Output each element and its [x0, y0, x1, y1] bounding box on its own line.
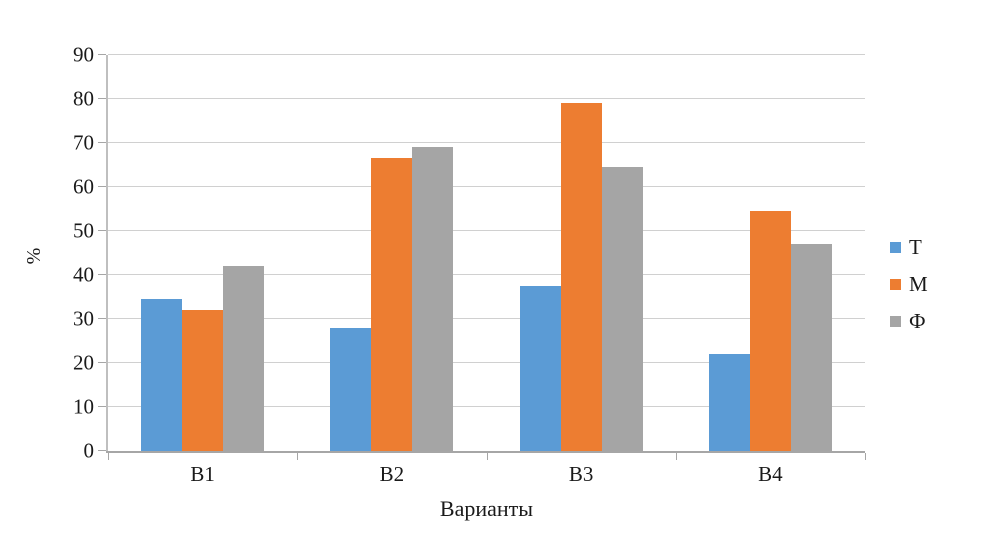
x-tick-label: В4 [758, 462, 783, 486]
gridline [108, 406, 865, 407]
x-tick-mark [486, 453, 488, 460]
y-tick-label: 20 [73, 350, 94, 375]
y-tick-label: 50 [73, 218, 94, 243]
gridline [108, 54, 865, 55]
y-tick-label: 90 [73, 42, 94, 67]
bar [330, 327, 372, 451]
bar [749, 211, 791, 451]
bar [790, 244, 832, 451]
y-tick-mark [98, 98, 106, 99]
y-tick-label: 30 [73, 306, 94, 331]
gridline [108, 274, 865, 275]
x-tick-mark [865, 453, 866, 460]
y-tick-mark [98, 54, 106, 55]
bar [223, 266, 265, 451]
gridline [108, 362, 865, 363]
legend-item: М [890, 274, 928, 295]
y-axis-line [106, 55, 108, 453]
gridline [108, 230, 865, 231]
x-tick-label: В1 [190, 462, 215, 486]
y-tick-mark [98, 406, 106, 407]
x-axis-title: Варианты [439, 496, 534, 521]
gridline [108, 142, 865, 143]
gridline [108, 186, 865, 188]
legend-label: М [909, 272, 928, 296]
y-axis-tick-labels: 0 10 20 30 40 50 60 70 80 90 [0, 44, 94, 461]
y-tick-mark [98, 362, 106, 363]
y-axis-tick-marks [98, 54, 106, 451]
y-tick-label: 40 [73, 262, 94, 287]
x-axis-line [106, 451, 865, 453]
bar [182, 310, 224, 451]
bar-group-В3 [487, 55, 676, 451]
legend-label: Т [909, 235, 922, 259]
gridline [108, 98, 865, 99]
bar [519, 286, 561, 451]
gridline [108, 318, 865, 320]
legend-item: Т [890, 237, 928, 258]
y-tick-mark [98, 142, 106, 143]
y-tick-label: 0 [83, 438, 95, 463]
y-tick-label: 80 [73, 86, 94, 111]
x-tick-mark [108, 453, 109, 460]
x-tick-mark [675, 453, 677, 460]
y-tick-mark [98, 274, 106, 275]
y-tick-mark [98, 318, 106, 320]
y-tick-label: 70 [73, 130, 94, 155]
y-tick-mark [98, 230, 106, 231]
bar [560, 103, 602, 451]
legend-swatch-icon [890, 242, 901, 253]
y-tick-mark [98, 450, 106, 451]
bar-group-В2 [297, 55, 486, 451]
y-tick-label: 10 [73, 394, 94, 419]
bar-groups [108, 55, 865, 451]
x-tick-mark [297, 453, 299, 460]
bar-group-В1 [108, 55, 297, 451]
x-tick-label: В3 [568, 462, 594, 486]
y-tick-label: 60 [73, 174, 94, 199]
legend-swatch-icon [890, 316, 901, 327]
x-axis-tick-marks [108, 453, 866, 460]
x-tick-label: В2 [379, 462, 405, 486]
legend-label: Ф [909, 309, 926, 333]
legend-swatch-icon [890, 279, 901, 290]
bar [412, 147, 454, 451]
bar [371, 158, 413, 451]
plot-area [108, 54, 865, 451]
legend-item: Ф [890, 311, 928, 332]
bar [141, 299, 183, 451]
bar [601, 167, 643, 451]
bar [708, 354, 750, 451]
y-tick-mark [98, 186, 106, 188]
x-axis-tick-labels: В1 В2 В3 В4 [108, 462, 865, 487]
bar-group-В4 [676, 55, 865, 451]
